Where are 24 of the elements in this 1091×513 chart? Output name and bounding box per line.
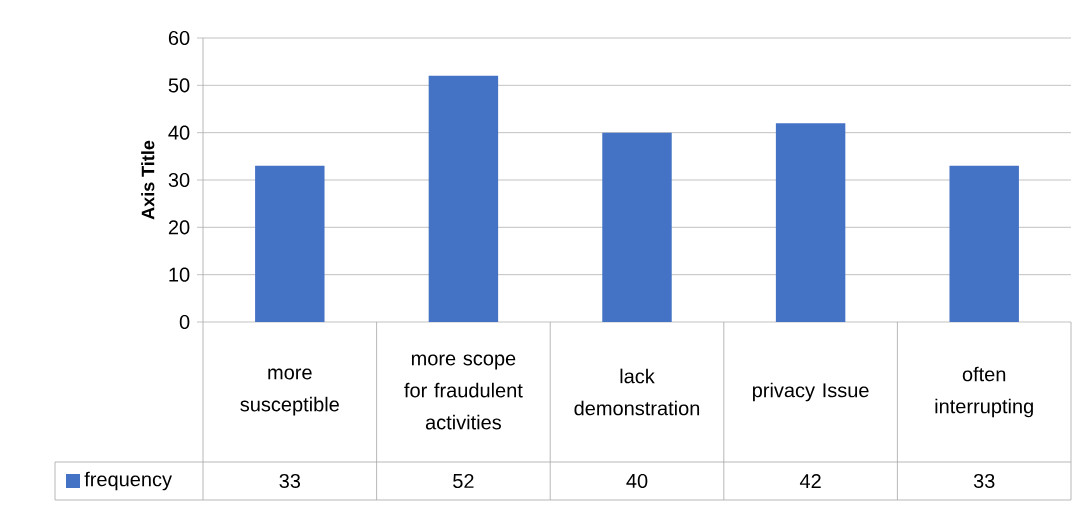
y-tick-label: 60: [168, 30, 190, 46]
y-tick-label: 20: [168, 220, 190, 235]
y-tick-label: 30: [168, 172, 190, 188]
x-tick-label: more scope for fraudulent activities: [404, 354, 523, 430]
x-tick-label: more susceptible: [240, 368, 339, 416]
bar: [602, 132, 672, 322]
y-axis-title: Axis Title: [141, 140, 155, 220]
bar: [949, 165, 1019, 322]
data-label: 40: [626, 473, 648, 489]
data-label: 33: [973, 473, 995, 489]
x-tick-label: often interrupting: [935, 366, 1033, 418]
y-tick-label: 40: [168, 125, 190, 140]
data-label: 33: [279, 473, 301, 489]
y-tick-label: 10: [169, 267, 190, 282]
bar: [428, 75, 499, 322]
x-tick-label: lack demonstration: [574, 368, 700, 416]
data-label: 52: [453, 473, 474, 489]
bar: [775, 123, 846, 322]
y-tick-label: 0: [179, 314, 190, 330]
y-tick-label: 50: [168, 78, 190, 93]
legend-label: frequency: [84, 471, 172, 491]
data-label: 42: [799, 474, 821, 488]
bar: [255, 165, 325, 322]
x-tick-label: privacy Issue: [752, 382, 869, 402]
